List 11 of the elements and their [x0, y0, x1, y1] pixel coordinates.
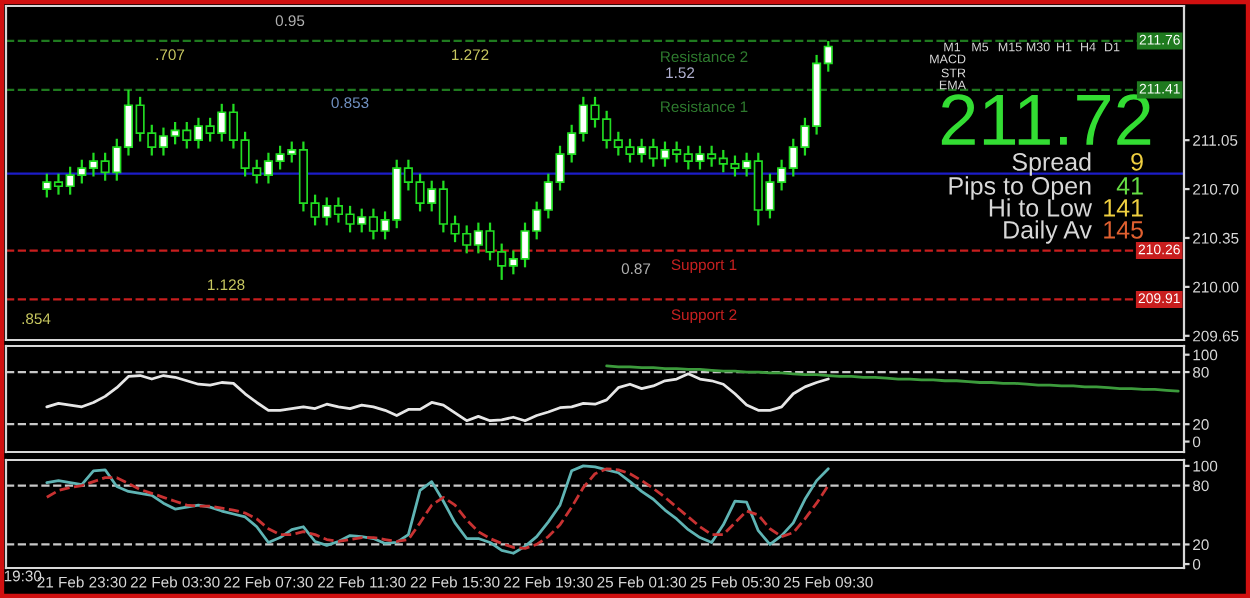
annotation: Pips to Open — [949, 176, 1091, 200]
annotation: Daily Av — [1004, 220, 1092, 244]
annotation: 141 — [1104, 199, 1143, 217]
line-series — [605, 364, 1180, 393]
annotation: 41 — [1116, 177, 1143, 195]
annotation: Spread — [1012, 152, 1091, 176]
annotation: 211.72 — [941, 94, 1151, 145]
line-series — [45, 372, 830, 423]
annotation: 145 — [1104, 221, 1143, 239]
annotation: 9 — [1131, 153, 1143, 171]
annotation: Hi to Low — [989, 198, 1093, 217]
